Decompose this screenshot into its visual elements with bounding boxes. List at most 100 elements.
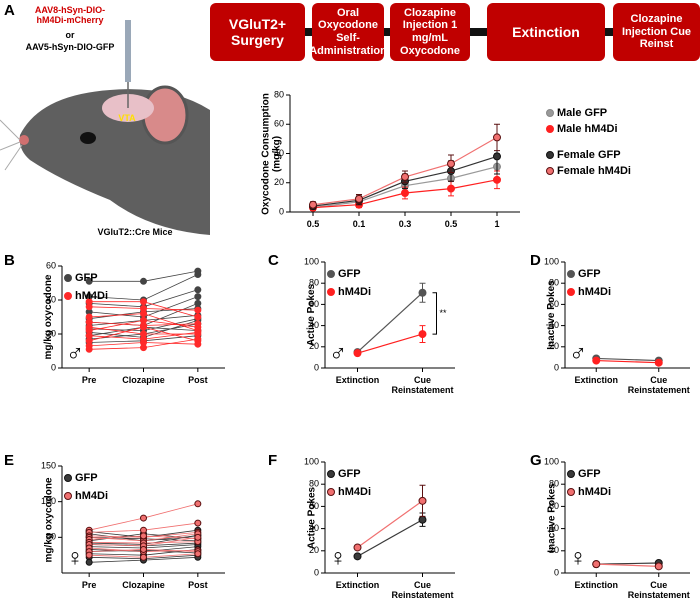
y-tick-label: 100 (544, 256, 559, 266)
legend-label: hM4Di (338, 286, 371, 298)
series-line (596, 359, 659, 364)
virus-label: AAV5-hSyn-DIO-GFP (25, 42, 115, 52)
legend-label: hM4Di (578, 486, 611, 498)
legend-label: hM4Di (578, 286, 611, 298)
data-point (654, 358, 663, 367)
y-axis-label: Inactive Pokes (546, 280, 557, 350)
x-tick-label: Post (188, 580, 208, 590)
x-tick-label: Cue Reinstatement (391, 375, 454, 395)
legend-label: GFP (338, 268, 361, 280)
subject-point (140, 344, 147, 352)
timeline-step: VGluT2+ Surgery (210, 3, 305, 61)
or-label: or (65, 30, 75, 40)
legend-marker (64, 292, 72, 300)
y-axis-label: Oxycodone Consumption (mg/kg) (260, 92, 282, 215)
mouse-illustration (0, 20, 210, 236)
subject-point (194, 306, 202, 314)
subject-point (140, 277, 147, 285)
legend-label: hM4Di (75, 290, 108, 302)
data-point (418, 496, 427, 505)
legend-label: Female hM4Di (557, 165, 631, 177)
data-point (401, 172, 409, 181)
mice-label: VGluT2::Cre Mice (97, 227, 173, 237)
y-tick-label: 40 (274, 148, 284, 158)
y-tick-label: 20 (274, 177, 284, 187)
subject-point (194, 328, 202, 336)
y-tick-label: 20 (549, 341, 559, 351)
y-tick-label: 80 (274, 89, 284, 99)
legend-label: GFP (578, 268, 601, 280)
legend-marker (567, 288, 575, 296)
panel-label: F (268, 452, 278, 469)
x-tick-label: 0.5 (444, 219, 458, 229)
panel-label: E (4, 452, 15, 469)
data-point (654, 562, 663, 571)
legend-marker (567, 270, 575, 278)
subject-point (85, 303, 93, 311)
subject-point (140, 526, 147, 534)
y-tick-label: 40 (309, 320, 319, 330)
y-tick-label: 80 (309, 479, 319, 489)
data-point (418, 288, 427, 297)
data-point (447, 159, 455, 168)
subject-point (140, 532, 147, 540)
subject-point (140, 316, 147, 324)
y-tick-label: 0 (279, 206, 284, 216)
y-tick-label: 0 (554, 567, 559, 577)
legend-marker (546, 167, 554, 175)
y-tick-label: 100 (304, 256, 319, 266)
y-axis-label: mg/kg oxycodone (43, 274, 54, 360)
data-point (592, 560, 601, 569)
data-point (493, 152, 501, 161)
legend-marker (546, 151, 554, 159)
panel-label: A (4, 2, 15, 19)
subject-point (194, 293, 202, 301)
series-line (357, 333, 423, 354)
legend-marker (546, 109, 554, 117)
y-axis-label: mg/kg oxycodone (43, 477, 54, 563)
virus-label: AAV8-hSyn-DIO-hM4Di-mCherry (34, 5, 106, 25)
x-tick-label: Clozapine (122, 375, 165, 385)
y-tick-label: 40 (309, 523, 319, 533)
y-tick-label: 60 (274, 119, 284, 129)
y-tick-label: 50 (46, 532, 56, 542)
subject-point (85, 277, 93, 285)
timeline-step: Clozapine Injection 1 mg/mL Oxycodone (390, 3, 470, 61)
x-tick-label: Clozapine (122, 580, 165, 590)
subject-point (140, 323, 147, 331)
subject-point (140, 553, 147, 561)
x-tick-label: Cue Reinstatement (627, 375, 690, 395)
y-tick-label: 0 (554, 362, 559, 372)
sex-symbol: ♀ (569, 544, 587, 571)
data-point (355, 194, 363, 203)
legend-marker (64, 274, 72, 282)
legend-label: Male GFP (557, 107, 607, 119)
series-line (357, 292, 423, 353)
y-tick-label: 0 (51, 362, 56, 372)
legend-label: GFP (578, 468, 601, 480)
panel-label: D (530, 252, 541, 269)
subject-point (140, 310, 147, 318)
x-tick-label: Cue Reinstatement (391, 580, 454, 600)
annotation: ** (440, 308, 448, 318)
subject-point (85, 551, 93, 559)
data-point (418, 515, 427, 524)
sex-symbol: ♂ (569, 339, 587, 366)
sex-symbol: ♀ (66, 544, 84, 571)
legend-label: hM4Di (338, 486, 371, 498)
y-axis-label: Active Pokes (306, 283, 317, 347)
legend-label: GFP (338, 468, 361, 480)
y-tick-label: 60 (549, 501, 559, 511)
y-tick-label: 60 (46, 260, 56, 270)
y-axis-label: Active Pokes (306, 486, 317, 549)
data-point (401, 188, 409, 197)
legend-label: Female GFP (557, 149, 621, 161)
legend-label: GFP (75, 272, 98, 284)
panel-label: G (530, 452, 542, 469)
y-tick-label: 20 (46, 328, 56, 338)
x-tick-label: 0.1 (352, 219, 366, 229)
y-tick-label: 20 (309, 341, 319, 351)
legend-marker (327, 470, 335, 478)
y-tick-label: 0 (314, 362, 319, 372)
sex-symbol: ♂ (329, 339, 347, 366)
